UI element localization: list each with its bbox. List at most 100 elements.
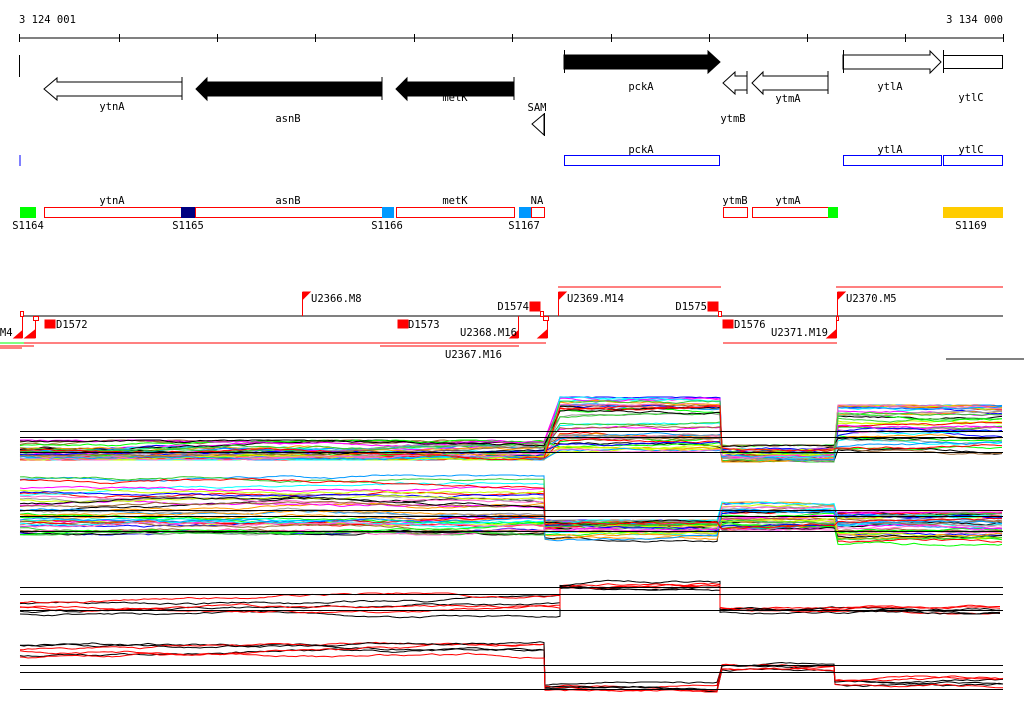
gene-label: metK bbox=[442, 92, 468, 104]
transcript-asnB[interactable] bbox=[195, 207, 383, 218]
gene-ytmA[interactable]: ytmA bbox=[751, 70, 829, 105]
annotation-track: pckA ytlA ytlC bbox=[19, 144, 1003, 166]
site-box-S1165[interactable] bbox=[181, 207, 195, 218]
site-label: S1166 bbox=[371, 220, 403, 232]
expression-profile-line bbox=[19, 411, 1003, 463]
gene-ytnA[interactable]: ytnA bbox=[43, 76, 183, 113]
site-label: S1169 bbox=[955, 220, 987, 232]
ruler-end-label: 3 134 000 bbox=[946, 14, 1003, 26]
expression-panel-1 bbox=[19, 396, 1003, 463]
annotation-pckA[interactable]: pckA bbox=[564, 144, 720, 166]
expression-profile-line bbox=[19, 584, 1000, 610]
annotation-label: pckA bbox=[628, 144, 654, 156]
position-ruler: 3 124 001 3 134 000 bbox=[19, 14, 1004, 42]
site-label: S1165 bbox=[172, 220, 204, 232]
transcript-track: ytnA asnB metK NA ytmB ytmA S1164 S1165 … bbox=[12, 195, 1003, 232]
expression-profile-line bbox=[20, 397, 1003, 459]
annotation-ytlA[interactable]: ytlA bbox=[843, 144, 942, 166]
gene-label: ytlC bbox=[958, 92, 983, 104]
gene-metK[interactable]: metK bbox=[395, 76, 515, 104]
transcript-ytmA[interactable] bbox=[752, 207, 829, 218]
ruler-start-label: 3 124 001 bbox=[19, 14, 76, 26]
site-box-green[interactable] bbox=[828, 207, 838, 218]
expression-profile-line bbox=[19, 585, 1001, 619]
annotation-label: ytlA bbox=[877, 144, 903, 156]
segment-label[interactable]: U2366.M8 bbox=[311, 293, 362, 305]
expression-profile-line bbox=[19, 641, 1004, 689]
expression-profile-line bbox=[19, 491, 1003, 531]
gene-ytmB[interactable]: ytmB bbox=[720, 70, 748, 125]
segment-label[interactable]: D1575 bbox=[675, 301, 707, 313]
expression-profile-line bbox=[19, 424, 1003, 458]
gene-asnB[interactable]: asnB bbox=[195, 76, 383, 125]
site-box-S1169[interactable] bbox=[943, 207, 1003, 218]
gene-track: ytnA asnB metK SAM pckA ytmB bbox=[19, 49, 1003, 137]
site-label: S1167 bbox=[508, 220, 540, 232]
segment-label[interactable]: U2364.M4 bbox=[0, 327, 13, 339]
annotation-label: ytlC bbox=[958, 144, 983, 156]
transcript-ytmB[interactable] bbox=[723, 207, 748, 218]
expression-panel-4 bbox=[19, 641, 1004, 693]
transcript-NA[interactable] bbox=[531, 207, 545, 218]
transcript-label: ytnA bbox=[99, 195, 125, 207]
expression-profile-line bbox=[19, 410, 1003, 462]
gene-label: ytlA bbox=[877, 81, 903, 93]
expression-profile-line bbox=[19, 409, 1003, 448]
expression-profile-line bbox=[20, 404, 1003, 461]
segment-label[interactable]: U2368.M16 bbox=[460, 327, 517, 339]
site-box-S1164[interactable] bbox=[20, 207, 36, 218]
segment-label[interactable]: D1574 bbox=[497, 301, 529, 313]
expression-profile-line bbox=[20, 641, 1004, 693]
transcript-label: metK bbox=[442, 195, 468, 207]
gene-ytlA[interactable]: ytlA bbox=[842, 49, 942, 93]
segment-spans bbox=[0, 286, 1003, 349]
annotation-ytlC[interactable]: ytlC bbox=[943, 144, 1003, 166]
transcript-label: asnB bbox=[275, 195, 300, 207]
gene-ytlC[interactable]: ytlC bbox=[943, 50, 1003, 104]
expression-panel-3 bbox=[19, 579, 1003, 619]
segment-label[interactable]: U2369.M14 bbox=[567, 293, 624, 305]
segment-label[interactable]: D1576 bbox=[734, 319, 766, 331]
segment-markers bbox=[12, 291, 847, 339]
expression-profile-line bbox=[19, 496, 1003, 539]
expression-profile-line bbox=[19, 652, 1004, 692]
segment-label[interactable]: U2370.M5 bbox=[846, 293, 897, 305]
site-box-S1166[interactable] bbox=[382, 207, 394, 218]
gene-label: ytmA bbox=[775, 93, 801, 105]
segment-label[interactable]: U2367.M16 bbox=[445, 349, 502, 361]
transcript-label: ytmB bbox=[722, 195, 747, 207]
expression-profile-line bbox=[19, 521, 1003, 534]
expression-profile-line bbox=[19, 585, 1001, 615]
expression-profile-line bbox=[19, 422, 1003, 461]
segment-small-markers bbox=[20, 311, 839, 321]
expression-profile-line bbox=[19, 485, 1003, 532]
expression-profile-line bbox=[19, 579, 1001, 615]
expression-profile-line bbox=[19, 642, 1004, 693]
expression-profile-line bbox=[19, 647, 1004, 691]
gene-label: asnB bbox=[275, 113, 300, 125]
expression-profiles bbox=[19, 396, 1004, 693]
expression-panel-2 bbox=[19, 474, 1003, 547]
gene-SAM[interactable]: SAM bbox=[528, 102, 547, 137]
expression-profile-line bbox=[19, 521, 1003, 547]
transcript-label: NA bbox=[531, 195, 544, 207]
segment-label[interactable]: D1572 bbox=[56, 319, 88, 331]
expression-profile-line bbox=[19, 405, 1003, 461]
segment-label[interactable]: D1573 bbox=[408, 319, 440, 331]
gene-label: SAM bbox=[528, 102, 547, 114]
ruler-ticks bbox=[19, 34, 1004, 42]
gene-label: ytnA bbox=[99, 101, 125, 113]
site-box-S1167[interactable] bbox=[519, 207, 531, 218]
transcript-metK[interactable] bbox=[396, 207, 515, 218]
site-label: S1164 bbox=[12, 220, 44, 232]
gene-pckA[interactable]: pckA bbox=[563, 49, 721, 93]
expression-profile-line bbox=[19, 477, 1003, 530]
segment-track: U2366.M8 D1574 U2369.M14 D1575 U2370.M5 … bbox=[0, 286, 1024, 361]
expression-profile-line bbox=[19, 494, 1003, 540]
segment-label[interactable]: U2371.M19 bbox=[771, 327, 828, 339]
transcript-ytnA[interactable] bbox=[44, 207, 183, 218]
transcript-label: ytmA bbox=[775, 195, 801, 207]
expression-profile-line bbox=[19, 509, 1003, 542]
